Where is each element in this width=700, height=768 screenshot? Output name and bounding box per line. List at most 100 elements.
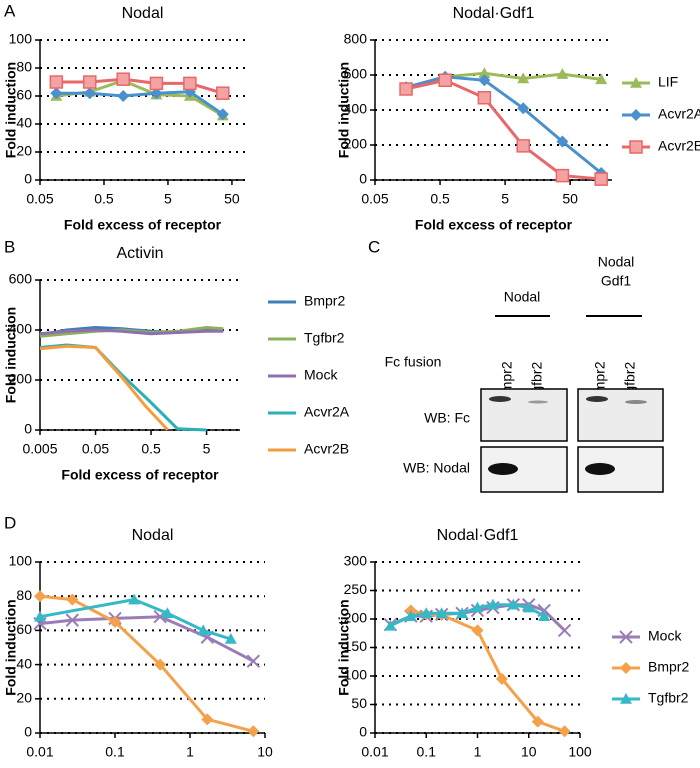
x-tick-label: 0.05 bbox=[361, 191, 388, 207]
series-line bbox=[389, 603, 545, 628]
blot-box bbox=[577, 446, 664, 493]
group-label: Nodal bbox=[504, 289, 541, 305]
marker bbox=[556, 135, 569, 148]
marker bbox=[49, 75, 64, 89]
marker bbox=[404, 610, 417, 621]
marker bbox=[50, 87, 63, 100]
y-tick-label: 100 bbox=[9, 553, 33, 569]
legend-marker bbox=[629, 140, 643, 154]
marker bbox=[517, 72, 530, 84]
y-tick-label: 20 bbox=[16, 690, 32, 706]
y-axis-label: Fold induction bbox=[3, 62, 19, 158]
x-tick-label: 0.1 bbox=[105, 744, 125, 760]
marker bbox=[478, 67, 491, 79]
marker bbox=[507, 598, 520, 610]
series-line bbox=[39, 328, 224, 336]
x-axis-label: Fold excess of receptor bbox=[415, 217, 573, 233]
marker bbox=[538, 610, 551, 621]
marker bbox=[116, 72, 130, 86]
x-tick-label: 1 bbox=[474, 744, 482, 760]
marker bbox=[478, 74, 491, 87]
y-tick-label: 400 bbox=[344, 101, 368, 117]
group-label: Nodal bbox=[598, 254, 635, 270]
series-line bbox=[39, 615, 255, 663]
marker bbox=[83, 87, 96, 100]
legend-label: Tgfbr2 bbox=[304, 330, 345, 346]
x-axis-label: Fold excess of receptor bbox=[61, 467, 219, 483]
y-tick-label: 150 bbox=[344, 638, 368, 654]
marker bbox=[420, 607, 433, 619]
y-tick-label: 200 bbox=[9, 371, 33, 387]
marker bbox=[517, 102, 530, 115]
series-line bbox=[410, 609, 566, 733]
chart-title: Nodal·Gdf1 bbox=[437, 527, 519, 544]
marker bbox=[246, 654, 261, 668]
marker bbox=[531, 715, 544, 728]
marker bbox=[66, 593, 79, 606]
y-tick-label: 50 bbox=[351, 695, 367, 711]
y-tick-label: 80 bbox=[16, 59, 32, 75]
y-tick-label: 0 bbox=[359, 171, 367, 187]
marker bbox=[595, 73, 608, 85]
marker bbox=[117, 90, 130, 102]
y-tick-label: 0 bbox=[359, 724, 367, 740]
marker bbox=[128, 593, 141, 605]
marker bbox=[435, 607, 448, 619]
y-tick-label: 600 bbox=[344, 66, 368, 82]
y-tick-label: 200 bbox=[344, 610, 368, 626]
marker bbox=[149, 76, 164, 91]
x-axis-label: Fold excess of receptor bbox=[64, 217, 222, 233]
x-tick-label: 0.05 bbox=[82, 441, 109, 457]
marker bbox=[438, 73, 452, 87]
marker bbox=[216, 108, 229, 121]
panel-label: A bbox=[4, 1, 16, 20]
marker bbox=[557, 623, 572, 638]
marker bbox=[522, 601, 535, 613]
y-tick-label: 0 bbox=[24, 724, 32, 740]
panel-label: C bbox=[368, 237, 380, 256]
y-tick-label: 40 bbox=[16, 655, 32, 671]
y-tick-label: 100 bbox=[9, 31, 33, 47]
legend-label: Bmpr2 bbox=[304, 293, 345, 309]
legend-label: Acvr2A bbox=[304, 404, 350, 420]
marker bbox=[516, 139, 530, 153]
y-axis-label: Fold induction bbox=[3, 307, 19, 403]
marker bbox=[83, 75, 97, 89]
marker bbox=[471, 601, 484, 613]
y-tick-label: 40 bbox=[16, 115, 32, 131]
series-line bbox=[39, 344, 169, 432]
marker bbox=[495, 672, 508, 685]
series-line bbox=[56, 90, 224, 116]
marker bbox=[34, 590, 46, 603]
x-tick-label: 0.01 bbox=[26, 744, 53, 760]
x-tick-label: 0.1 bbox=[417, 744, 437, 760]
y-axis-label: Fold induction bbox=[3, 599, 19, 695]
marker bbox=[477, 91, 492, 105]
marker bbox=[471, 624, 484, 637]
x-tick-label: 0.01 bbox=[361, 744, 388, 760]
x-tick-label: 5 bbox=[164, 191, 172, 207]
y-tick-label: 100 bbox=[344, 667, 368, 683]
marker bbox=[154, 658, 167, 671]
x-tick-label: 0.5 bbox=[430, 191, 450, 207]
panel-label: D bbox=[4, 513, 16, 532]
marker bbox=[399, 82, 413, 96]
band bbox=[489, 396, 511, 402]
legend-marker bbox=[620, 662, 632, 674]
marker bbox=[555, 168, 570, 183]
series-line bbox=[39, 343, 207, 432]
marker bbox=[216, 86, 230, 100]
marker bbox=[183, 76, 197, 91]
legend-label: Tgfbr2 bbox=[648, 690, 689, 706]
marker bbox=[197, 624, 210, 636]
y-tick-label: 200 bbox=[344, 136, 368, 152]
band bbox=[586, 396, 608, 402]
legend-label: Acvr2A bbox=[658, 106, 700, 122]
legend-label: Bmpr2 bbox=[648, 659, 689, 675]
x-tick-label: 50 bbox=[224, 191, 240, 207]
y-tick-label: 600 bbox=[9, 271, 33, 287]
chart: Activin Fold induction Fold excess of rece… bbox=[3, 245, 350, 482]
